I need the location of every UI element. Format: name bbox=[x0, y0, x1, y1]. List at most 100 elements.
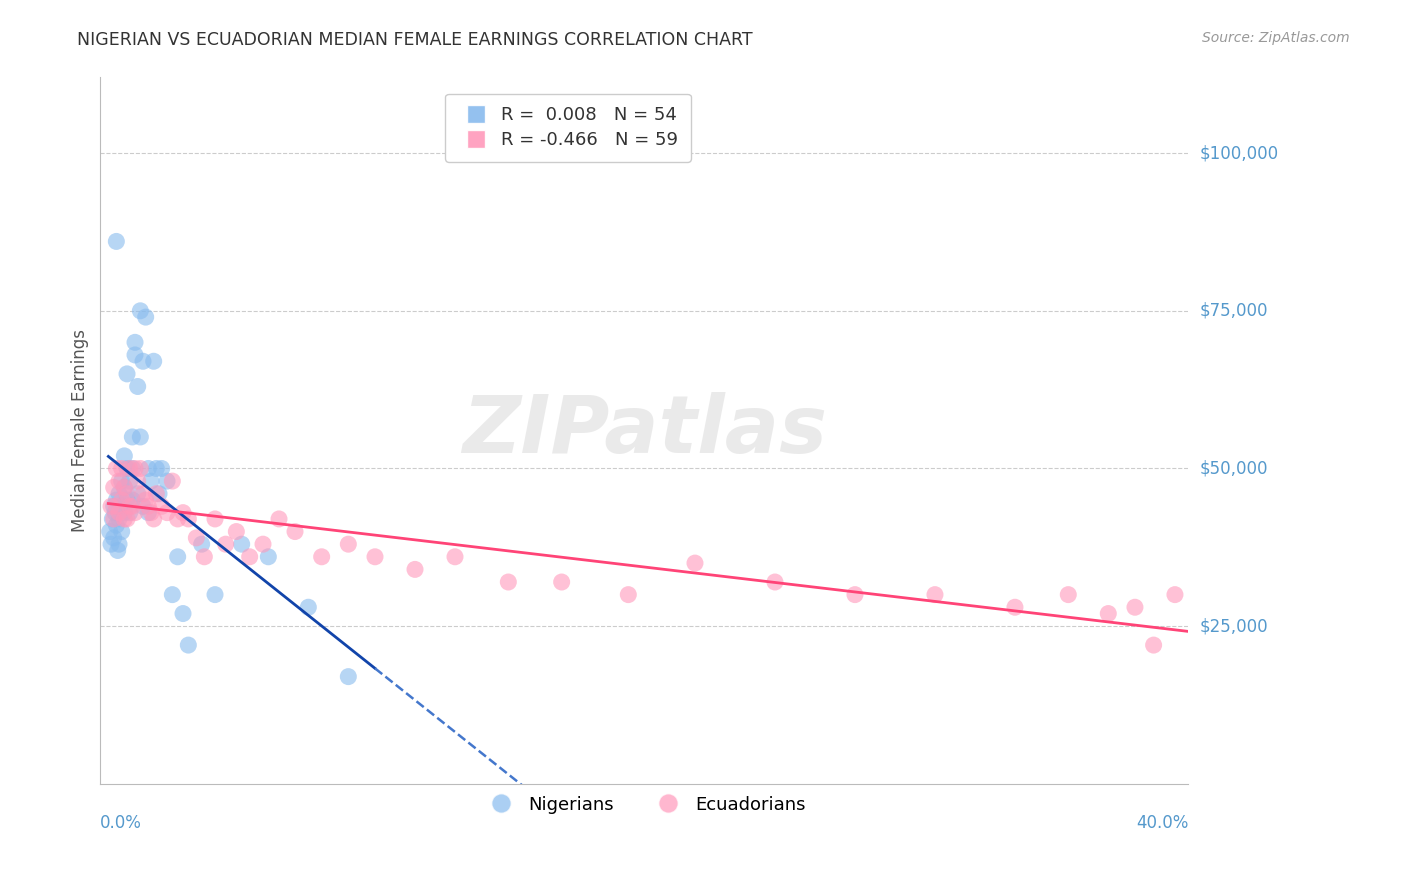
Point bbox=[127, 474, 149, 488]
Point bbox=[111, 474, 134, 488]
Point bbox=[844, 588, 866, 602]
Point bbox=[118, 461, 141, 475]
Point bbox=[444, 549, 467, 564]
Point bbox=[132, 486, 155, 500]
Point bbox=[111, 493, 134, 508]
Point bbox=[98, 524, 121, 539]
Point bbox=[105, 235, 128, 249]
Point bbox=[142, 512, 165, 526]
Point bbox=[162, 588, 184, 602]
Point bbox=[150, 461, 173, 475]
Point bbox=[103, 512, 125, 526]
Y-axis label: Median Female Earnings: Median Female Earnings bbox=[72, 329, 89, 533]
Point bbox=[1164, 588, 1187, 602]
Point bbox=[129, 461, 152, 475]
Point bbox=[127, 486, 149, 500]
Point bbox=[145, 486, 167, 500]
Point bbox=[135, 493, 157, 508]
Text: $100,000: $100,000 bbox=[1199, 145, 1278, 162]
Point bbox=[108, 512, 131, 526]
Point bbox=[193, 549, 215, 564]
Point bbox=[121, 430, 143, 444]
Point bbox=[101, 512, 124, 526]
Point bbox=[138, 506, 160, 520]
Point bbox=[1004, 600, 1026, 615]
Point bbox=[204, 512, 226, 526]
Point bbox=[257, 549, 280, 564]
Point bbox=[924, 588, 946, 602]
Point bbox=[1142, 638, 1164, 652]
Point bbox=[763, 574, 786, 589]
Point bbox=[186, 531, 208, 545]
Point bbox=[108, 474, 131, 488]
Point bbox=[550, 574, 572, 589]
Point bbox=[115, 461, 138, 475]
Point bbox=[166, 512, 188, 526]
Point bbox=[111, 500, 134, 514]
Point bbox=[115, 512, 138, 526]
Point bbox=[105, 500, 128, 514]
Point bbox=[115, 486, 138, 500]
Point bbox=[177, 512, 200, 526]
Point bbox=[156, 506, 179, 520]
Point bbox=[297, 600, 319, 615]
Point bbox=[105, 518, 128, 533]
Point bbox=[177, 638, 200, 652]
Point bbox=[284, 524, 307, 539]
Point bbox=[112, 480, 135, 494]
Point bbox=[166, 549, 188, 564]
Point bbox=[139, 474, 162, 488]
Point bbox=[231, 537, 253, 551]
Text: $75,000: $75,000 bbox=[1199, 301, 1268, 320]
Point bbox=[121, 493, 143, 508]
Point bbox=[129, 303, 152, 318]
Text: NIGERIAN VS ECUADORIAN MEDIAN FEMALE EARNINGS CORRELATION CHART: NIGERIAN VS ECUADORIAN MEDIAN FEMALE EAR… bbox=[77, 31, 754, 49]
Legend: Nigerians, Ecuadorians: Nigerians, Ecuadorians bbox=[475, 789, 813, 821]
Point bbox=[156, 474, 179, 488]
Point bbox=[498, 574, 520, 589]
Point bbox=[1123, 600, 1146, 615]
Point bbox=[108, 506, 131, 520]
Point bbox=[364, 549, 387, 564]
Point bbox=[190, 537, 212, 551]
Point bbox=[103, 531, 125, 545]
Point bbox=[112, 506, 135, 520]
Point bbox=[311, 549, 333, 564]
Point bbox=[118, 500, 141, 514]
Point bbox=[145, 461, 167, 475]
Point bbox=[112, 512, 135, 526]
Point bbox=[100, 537, 122, 551]
Point bbox=[1057, 588, 1080, 602]
Point bbox=[108, 537, 131, 551]
Point bbox=[129, 430, 152, 444]
Point bbox=[267, 512, 290, 526]
Point bbox=[118, 506, 141, 520]
Point bbox=[105, 461, 128, 475]
Point bbox=[139, 506, 162, 520]
Point bbox=[138, 461, 160, 475]
Point bbox=[104, 506, 127, 520]
Point bbox=[138, 500, 160, 514]
Point bbox=[162, 474, 184, 488]
Point bbox=[142, 354, 165, 368]
Point bbox=[127, 379, 149, 393]
Point bbox=[100, 500, 122, 514]
Text: 0.0%: 0.0% bbox=[100, 814, 142, 832]
Point bbox=[337, 537, 360, 551]
Point bbox=[107, 543, 129, 558]
Point bbox=[105, 493, 128, 508]
Point bbox=[215, 537, 238, 551]
Text: ZIPatlas: ZIPatlas bbox=[461, 392, 827, 470]
Point bbox=[103, 500, 125, 514]
Point bbox=[108, 486, 131, 500]
Point bbox=[172, 506, 194, 520]
Text: $25,000: $25,000 bbox=[1199, 617, 1268, 635]
Point bbox=[124, 506, 146, 520]
Point bbox=[239, 549, 262, 564]
Point bbox=[118, 474, 141, 488]
Point bbox=[111, 524, 134, 539]
Point bbox=[112, 480, 135, 494]
Point bbox=[115, 367, 138, 381]
Point bbox=[337, 670, 360, 684]
Point bbox=[172, 607, 194, 621]
